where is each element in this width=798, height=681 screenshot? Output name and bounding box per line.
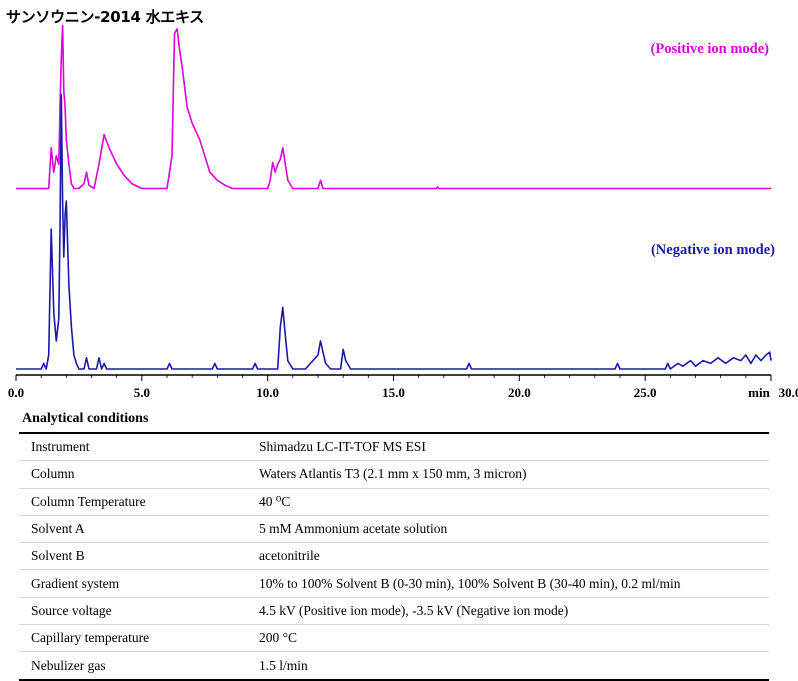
condition-value: 10% to 100% Solvent B (0-30 min), 100% S… — [259, 569, 769, 598]
x-axis-label: min — [748, 385, 770, 400]
condition-row: Nebulizer gas 1.5 l/min — [19, 651, 769, 680]
conditions-table: Instrument Shimadzu LC-IT-TOF MS ESI Colum… — [19, 432, 769, 681]
x-tick-label: 25.0 — [634, 385, 657, 400]
x-tick-label: 30.0 — [779, 385, 798, 400]
condition-value: 4.5 kV (Positive ion mode), -3.5 kV (Neg… — [259, 596, 769, 625]
condition-row: Column Temperature 40 ⁰C — [19, 487, 769, 516]
x-tick-label: 15.0 — [382, 385, 405, 400]
condition-row: Instrument Shimadzu LC-IT-TOF MS ESI — [19, 433, 769, 461]
condition-label: Instrument — [31, 439, 90, 455]
condition-value: Waters Atlantis T3 (2.1 mm x 150 mm, 3 m… — [259, 460, 769, 489]
condition-label: Source voltage — [19, 596, 259, 625]
traces — [16, 24, 772, 370]
x-tick-label: 0.0 — [8, 385, 24, 400]
condition-row: Column Waters Atlantis T3 (2.1 mm x 150 m… — [19, 460, 769, 489]
condition-label: Nebulizer gas — [19, 651, 259, 680]
condition-label: Solvent A — [19, 514, 259, 543]
chromatogram: (Positive ion mode) (Negative ion mode) … — [8, 24, 798, 400]
legend-negative: (Negative ion mode) — [651, 242, 775, 258]
condition-row: Gradient system 10% to 100% Solvent B (0-… — [19, 569, 769, 598]
negative-ion-trace — [16, 93, 772, 370]
condition-label: Solvent B — [19, 542, 259, 570]
x-tick-label: 10.0 — [256, 385, 279, 400]
condition-value: Shimadzu LC-IT-TOF MS ESI — [259, 439, 426, 455]
x-tick-label: 5.0 — [134, 385, 150, 400]
condition-label: Capillary temperature — [19, 624, 259, 652]
x-tick-label: 20.0 — [508, 385, 531, 400]
condition-value: 1.5 l/min — [259, 651, 769, 680]
condition-row: Source voltage 4.5 kV (Positive ion mode)… — [19, 596, 769, 625]
positive-ion-trace — [16, 24, 771, 190]
condition-label: Column — [19, 460, 259, 489]
condition-label: Gradient system — [19, 569, 259, 598]
chart-title: サンソウニン-2014 水エキス — [6, 8, 204, 26]
condition-value: 5 mM Ammonium acetate solution — [259, 514, 769, 543]
x-axis: 0.0 5.0 10.0 15.0 20.0 25.0 30.0 min — [8, 374, 798, 400]
legend-positive: (Positive ion mode) — [651, 41, 770, 57]
condition-row: Capillary temperature 200 °C — [19, 624, 769, 652]
condition-label: Column Temperature — [19, 487, 259, 516]
condition-value: acetonitrile — [259, 542, 769, 570]
conditions-title: Analytical conditions — [22, 411, 149, 426]
condition-value: 40 ⁰C — [259, 487, 769, 516]
condition-value: 200 °C — [259, 624, 769, 652]
